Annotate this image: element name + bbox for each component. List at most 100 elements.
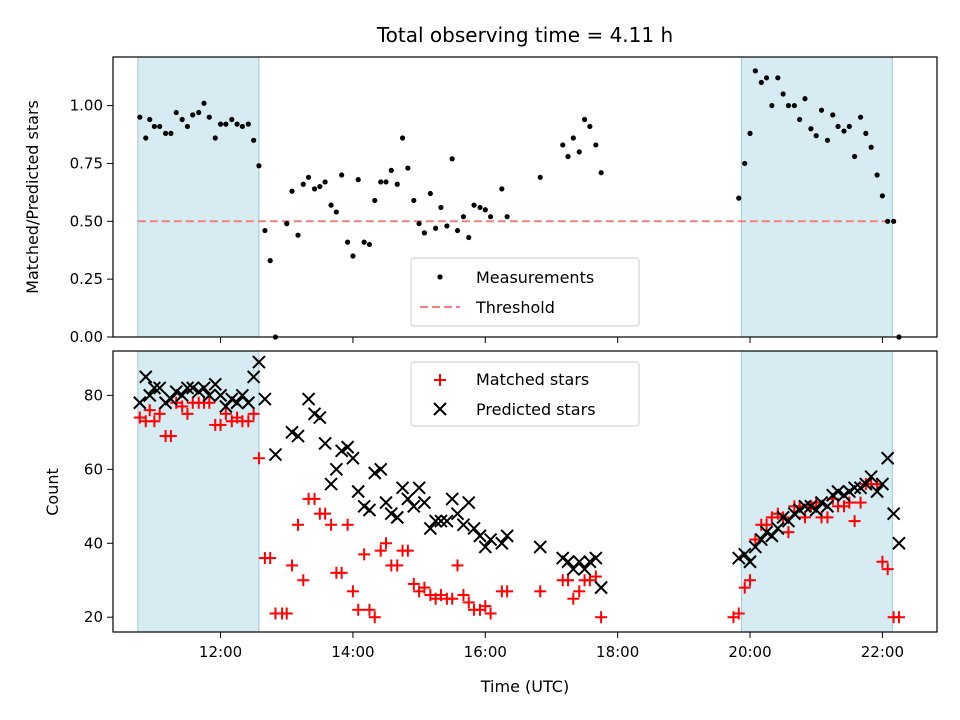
matched-star-point xyxy=(219,407,232,420)
measurement-point xyxy=(256,163,262,169)
measurement-point xyxy=(830,112,836,118)
measurement-point xyxy=(311,186,318,192)
x-axis-label: Time (UTC) xyxy=(480,677,569,696)
matched-star-point xyxy=(744,574,757,587)
measurement-point xyxy=(196,109,202,116)
measurement-point xyxy=(504,214,510,220)
measurement-point xyxy=(460,214,467,220)
measurement-point xyxy=(190,112,196,118)
matched-star-point xyxy=(446,592,459,605)
matched-star-point xyxy=(286,559,299,572)
measurement-points xyxy=(137,68,902,340)
predicted-star-point xyxy=(765,529,779,543)
measurement-point xyxy=(565,153,571,160)
x-tick-label: 16:00 xyxy=(464,643,507,661)
matched-star-point xyxy=(595,611,608,624)
matched-star-point xyxy=(798,511,811,524)
measurement-point xyxy=(846,123,852,130)
measurement-point xyxy=(868,144,874,150)
predicted-star-point xyxy=(368,466,382,480)
matched-star-point xyxy=(848,515,861,528)
y-tick-label: 40 xyxy=(84,534,103,552)
measurement-point xyxy=(791,102,797,109)
predicted-star-point xyxy=(175,388,189,403)
predicted-star-point xyxy=(428,514,443,528)
legend-measurements-label: Measurements xyxy=(476,268,594,287)
measurement-point xyxy=(841,128,847,134)
predicted-star-point xyxy=(478,540,492,554)
matched-star-point xyxy=(892,611,905,624)
predicted-star-point xyxy=(346,451,360,465)
matched-star-point xyxy=(843,496,856,509)
matched-star-point xyxy=(264,552,277,565)
matched-star-point xyxy=(242,415,255,428)
measurement-point xyxy=(399,135,406,141)
measurement-point xyxy=(378,179,384,185)
predicted-star-point xyxy=(864,470,878,484)
matched-star-point xyxy=(374,544,387,557)
matched-star-point xyxy=(358,548,371,561)
predicted-star-point xyxy=(329,462,344,477)
predicted-star-point xyxy=(462,495,476,510)
predicted-star-point xyxy=(351,484,365,499)
y-tick-label: 0.75 xyxy=(70,154,103,172)
predicted-star-point xyxy=(230,396,244,410)
predicted-star-point xyxy=(732,551,746,565)
shaded-span-0 xyxy=(137,56,260,338)
top-panel: Total observing time = 4.11 h 0.000.250.… xyxy=(23,23,938,346)
measurement-point xyxy=(333,209,339,215)
measurement-point xyxy=(245,121,251,127)
measurement-point xyxy=(598,170,604,176)
matched-star-point xyxy=(297,574,310,587)
shaded-span-1 xyxy=(740,56,893,338)
predicted-star-point xyxy=(241,396,256,410)
measurement-point xyxy=(345,239,351,245)
measurement-point xyxy=(857,114,864,120)
matched-star-point xyxy=(821,511,834,524)
predicted-star-point xyxy=(318,436,332,451)
measurement-point xyxy=(466,234,472,241)
measurement-point xyxy=(388,167,394,173)
measurement-point xyxy=(477,204,483,211)
measurement-point xyxy=(350,253,356,259)
shaded-span-1 xyxy=(740,350,893,633)
predicted-star-point xyxy=(197,381,211,395)
measurement-point xyxy=(808,126,814,132)
measurement-point xyxy=(339,172,345,178)
predicted-stars-points xyxy=(133,355,906,595)
predicted-star-point xyxy=(809,503,823,517)
y-tick-label: 60 xyxy=(84,460,103,478)
predicted-star-point xyxy=(324,477,338,491)
matched-star-point xyxy=(451,559,464,572)
y-tick-label: 0.50 xyxy=(70,212,103,230)
predicted-star-point xyxy=(379,495,393,510)
matched-star-point xyxy=(881,563,894,576)
measurement-point xyxy=(251,137,257,143)
measurement-point xyxy=(537,174,543,180)
matched-star-point xyxy=(854,496,867,509)
top-shaded-spans xyxy=(137,56,893,338)
measurement-point xyxy=(785,102,792,109)
predicted-star-point xyxy=(798,499,812,513)
measurement-point xyxy=(137,114,143,120)
measurement-point xyxy=(742,160,748,167)
measurement-point xyxy=(879,193,885,199)
measurement-point xyxy=(581,116,588,123)
matched-star-point xyxy=(567,592,580,605)
predicted-star-point xyxy=(180,381,195,395)
matched-star-point xyxy=(319,507,332,520)
top-legend: Measurements Threshold xyxy=(410,257,640,327)
measurement-point xyxy=(835,123,841,130)
measurement-point xyxy=(454,227,461,234)
matched-star-point xyxy=(280,607,293,620)
measurement-point xyxy=(295,232,301,238)
measurement-point xyxy=(151,123,157,130)
matched-star-point xyxy=(247,407,260,420)
predicted-star-point xyxy=(268,447,283,462)
measurement-point xyxy=(769,102,775,109)
matched-star-point xyxy=(352,603,365,616)
measurement-point xyxy=(885,218,891,224)
predicted-star-point xyxy=(594,580,608,595)
predicted-star-point xyxy=(213,388,228,403)
predicted-star-point xyxy=(577,562,592,576)
